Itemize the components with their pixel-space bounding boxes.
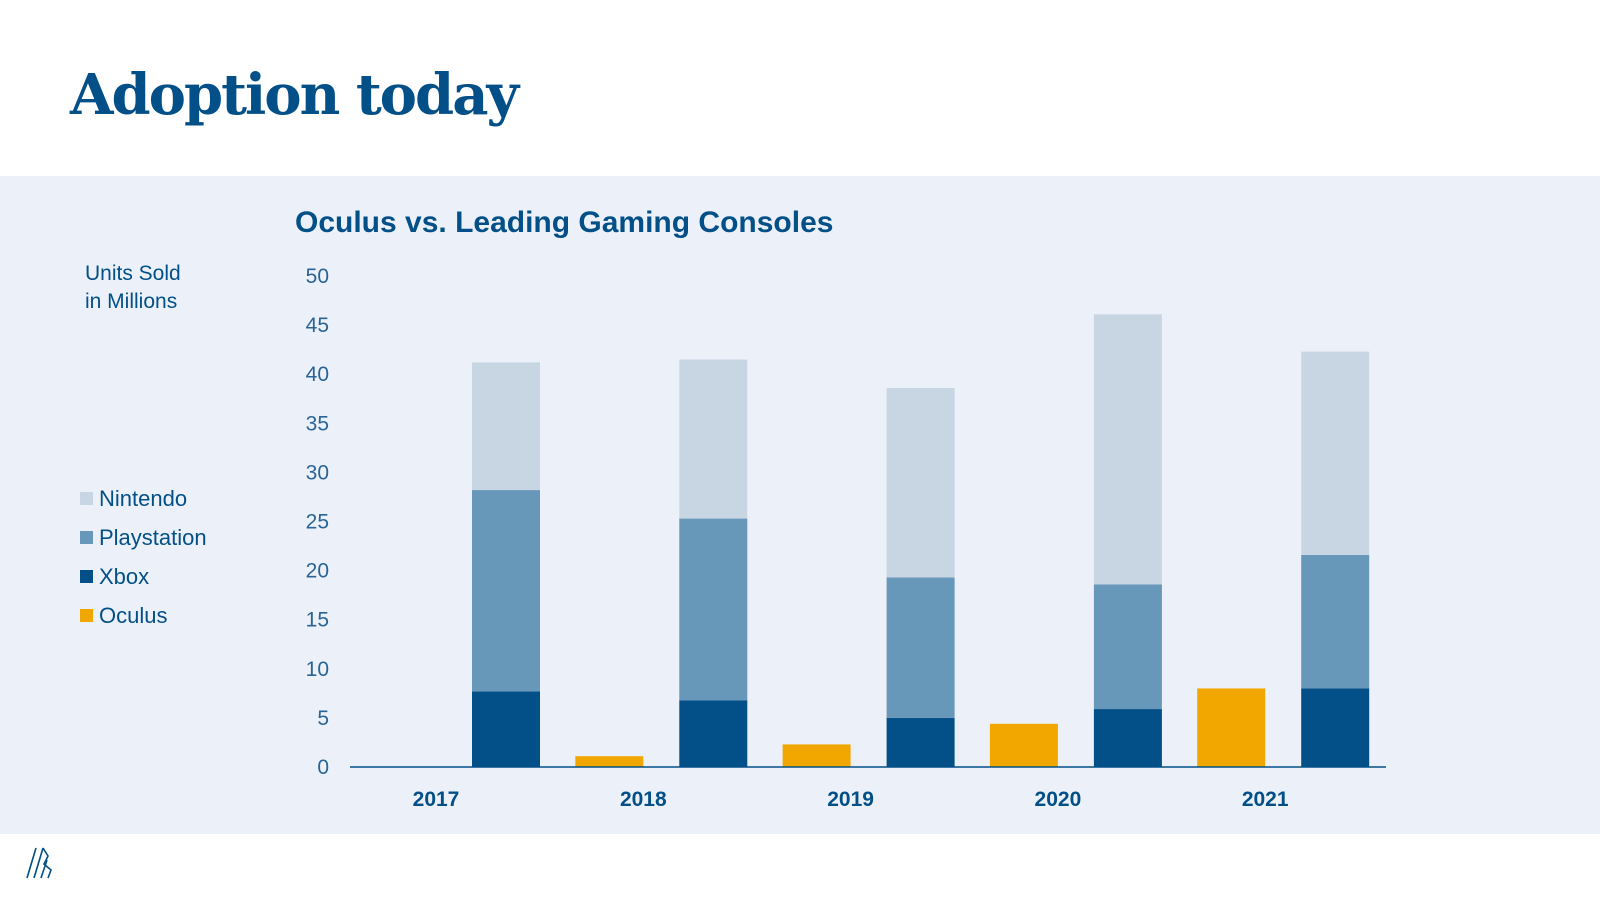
slide-title: Adoption today xyxy=(70,62,519,128)
y-tick-label: 50 xyxy=(306,265,329,288)
x-tick-label: 2017 xyxy=(413,788,460,811)
bar-nintendo-2021 xyxy=(1301,351,1370,555)
bar-playstation-2018 xyxy=(679,518,748,701)
x-axis-ticks: 2017 2018 2019 2020 2021 xyxy=(413,788,1289,811)
y-tick-label: 25 xyxy=(306,511,329,534)
x-tick-label: 2020 xyxy=(1035,788,1082,811)
legend-item-playstation: Playstation xyxy=(80,518,207,557)
bar-oculus-2021 xyxy=(1197,688,1266,767)
bar-oculus-2018 xyxy=(575,756,644,767)
legend-item-oculus: Oculus xyxy=(80,596,207,635)
legend-item-nintendo: Nintendo xyxy=(80,479,207,518)
y-axis-label-line-2: in Millions xyxy=(85,290,178,313)
y-axis-label-line-1: Units Sold xyxy=(85,262,181,285)
legend-swatch-playstation xyxy=(80,531,93,544)
y-axis-ticks: 0 5 10 15 20 25 30 35 40 45 50 xyxy=(306,265,329,779)
x-tick-label: 2018 xyxy=(620,788,667,811)
y-tick-label: 0 xyxy=(317,756,329,779)
chart-title: Oculus vs. Leading Gaming Consoles xyxy=(295,206,834,239)
y-tick-label: 5 xyxy=(317,707,329,730)
chart-legend: Nintendo Playstation Xbox Oculus xyxy=(80,479,207,635)
bar-nintendo-2020 xyxy=(1093,314,1162,585)
y-tick-label: 40 xyxy=(306,363,329,386)
y-tick-label: 10 xyxy=(306,658,329,681)
y-axis-label: Units Sold in Millions xyxy=(85,260,181,316)
bar-xbox-2021 xyxy=(1301,688,1370,767)
bar-oculus-2019 xyxy=(782,744,851,767)
legend-label-oculus: Oculus xyxy=(99,602,168,628)
bar-nintendo-2018 xyxy=(679,359,748,519)
bar-xbox-2019 xyxy=(886,717,955,767)
y-tick-label: 35 xyxy=(306,412,329,435)
stripes-logo-icon xyxy=(26,847,52,879)
bar-playstation-2017 xyxy=(472,490,540,692)
bar-playstation-2019 xyxy=(886,577,955,718)
x-tick-label: 2021 xyxy=(1242,788,1289,811)
y-tick-label: 45 xyxy=(306,314,329,337)
bar-nintendo-2019 xyxy=(886,387,955,578)
legend-swatch-xbox xyxy=(80,570,93,583)
legend-label-nintendo: Nintendo xyxy=(99,485,188,511)
bar-oculus-2020 xyxy=(989,723,1058,767)
bar-playstation-2021 xyxy=(1301,554,1370,689)
legend-label-xbox: Xbox xyxy=(99,563,150,589)
bar-xbox-2018 xyxy=(679,700,748,767)
bar-playstation-2020 xyxy=(1093,584,1162,710)
bar-xbox-2020 xyxy=(1093,709,1162,767)
bar-xbox-2017 xyxy=(472,691,540,767)
legend-swatch-nintendo xyxy=(80,492,93,505)
y-tick-label: 20 xyxy=(306,560,329,583)
legend-swatch-oculus xyxy=(80,609,93,622)
y-tick-label: 15 xyxy=(306,609,329,632)
legend-item-xbox: Xbox xyxy=(80,557,207,596)
y-tick-label: 30 xyxy=(306,461,329,484)
x-tick-label: 2019 xyxy=(827,788,874,811)
bar-nintendo-2017 xyxy=(472,362,540,491)
bars xyxy=(472,314,1370,767)
legend-label-playstation: Playstation xyxy=(99,524,207,550)
